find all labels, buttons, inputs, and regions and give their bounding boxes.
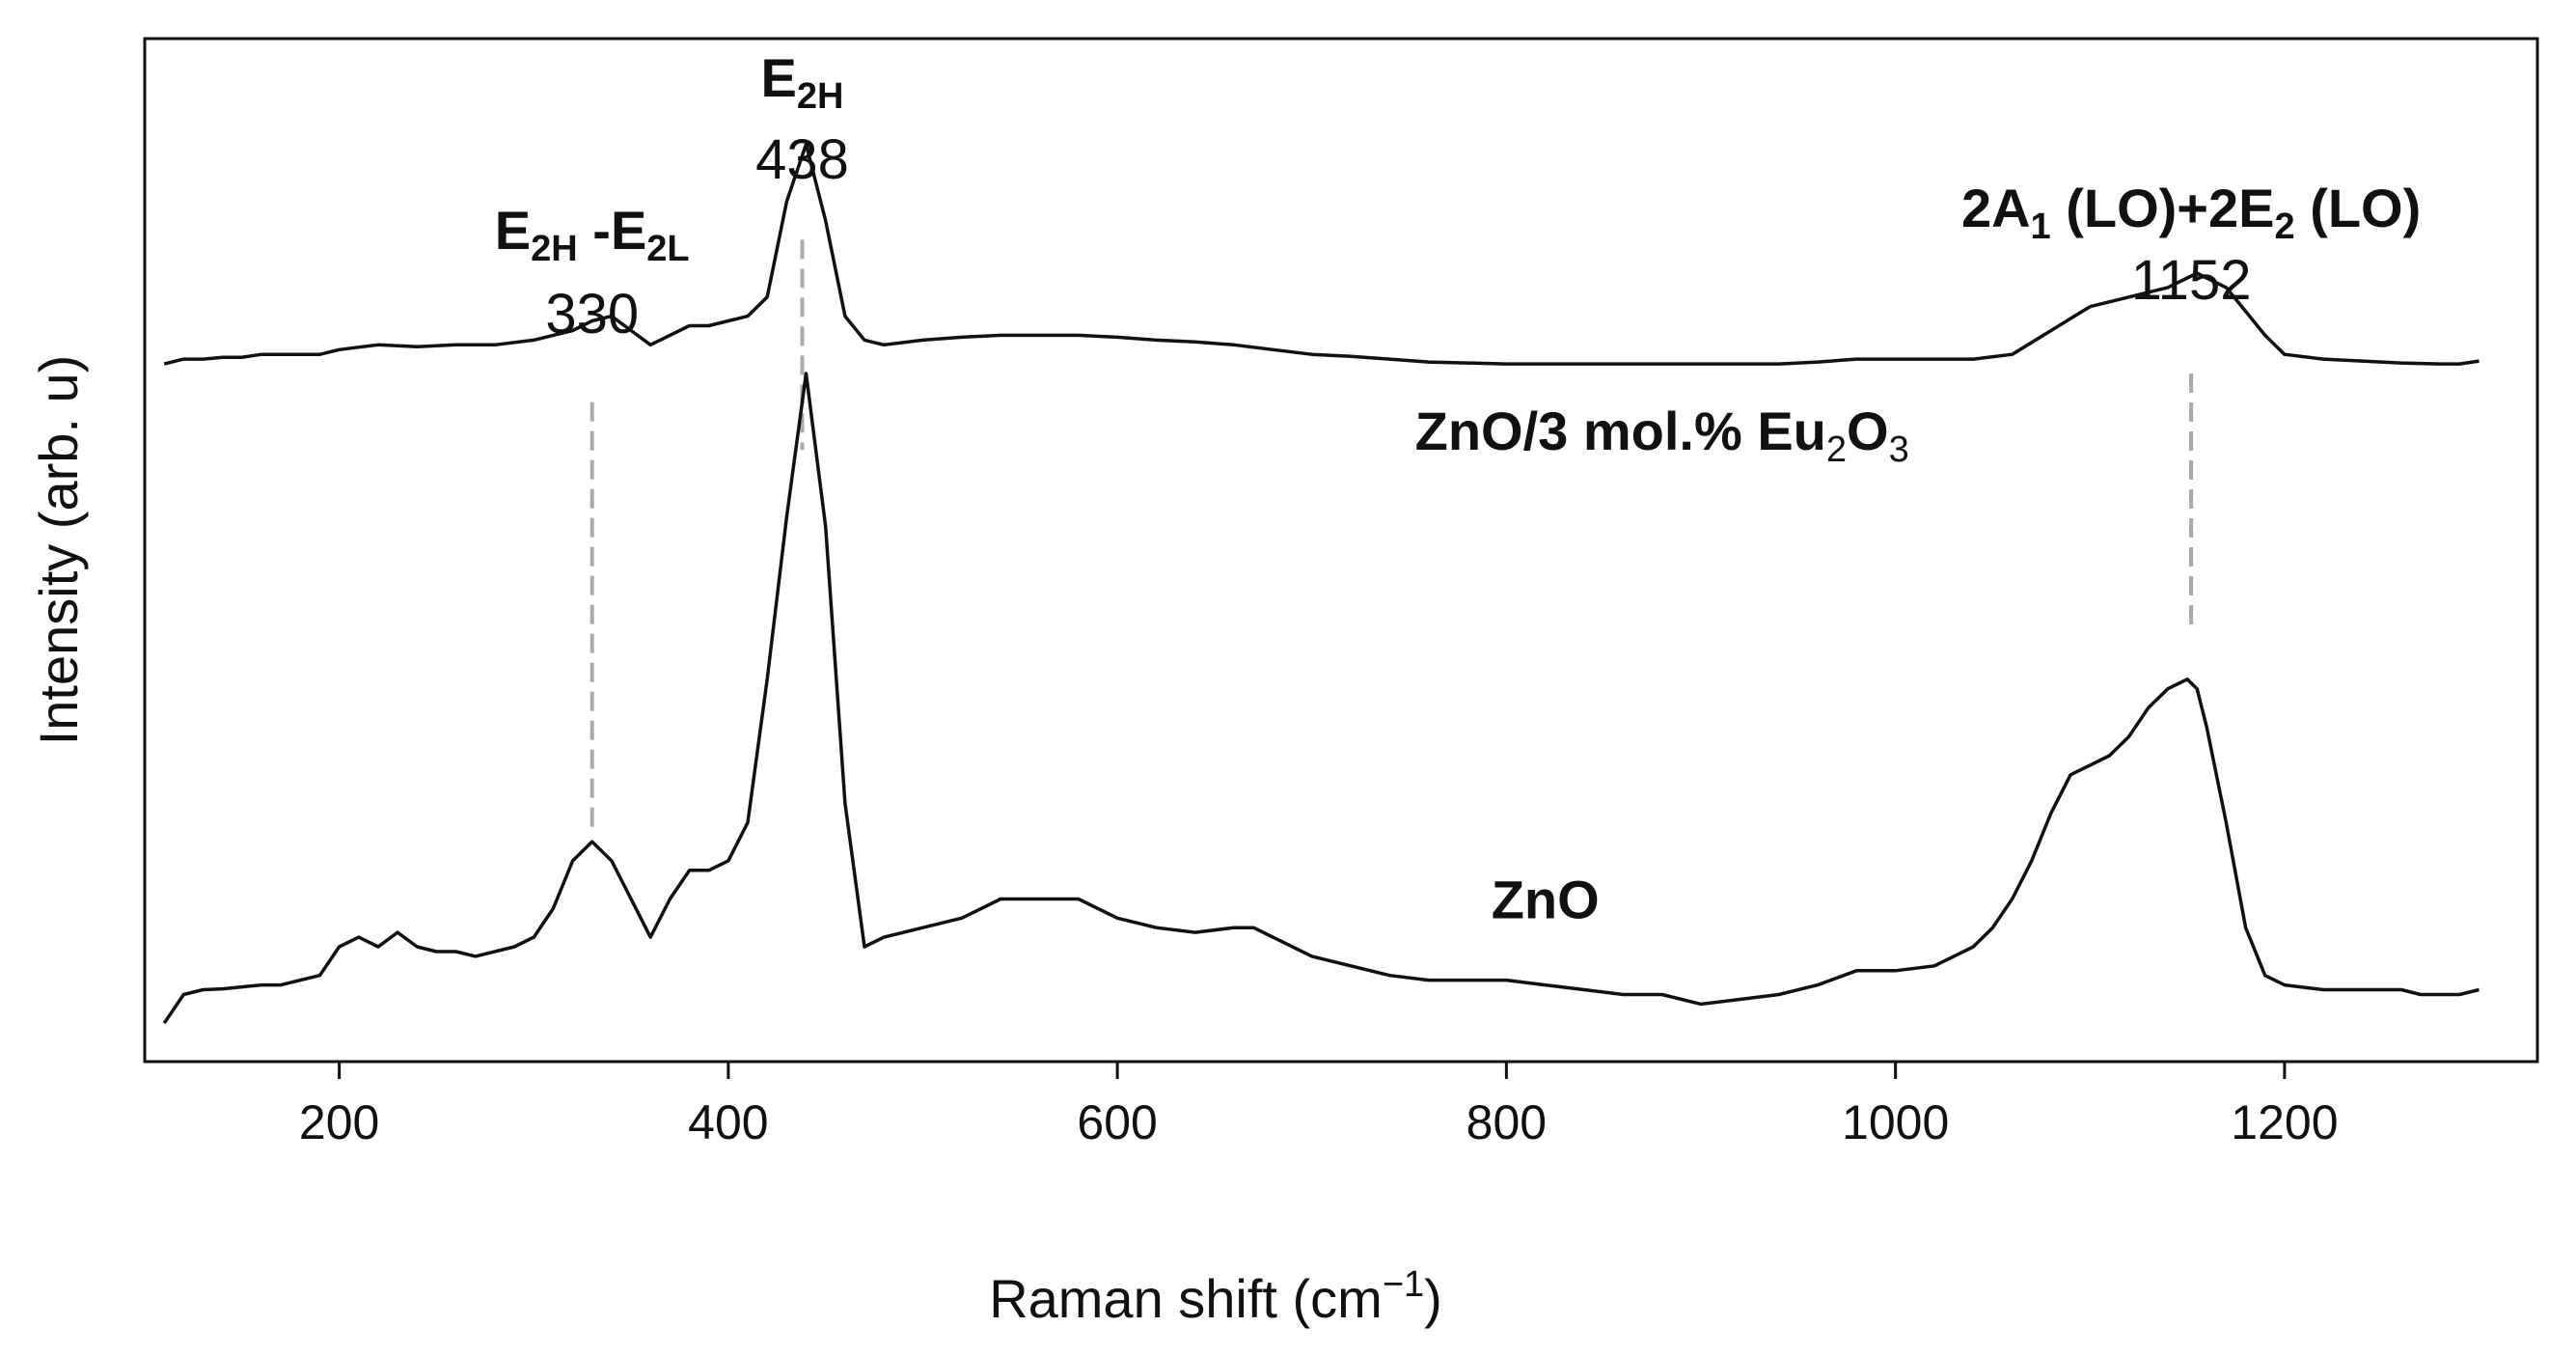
x-tick-label: 1000 <box>1842 1095 1949 1149</box>
peak-mode-label: E2H <box>761 47 844 117</box>
peak-position-label: 1152 <box>2131 249 2252 312</box>
x-tick-label: 200 <box>299 1095 379 1149</box>
peak-guide-lines <box>589 239 2194 833</box>
zno-eu2o3-series-label: ZnO/3 mol.% Eu2O3 <box>1415 401 1909 470</box>
zno-eu2o3-spectrum-line <box>163 142 2480 366</box>
x-tick-label: 800 <box>1466 1095 1547 1149</box>
spectrum-lines <box>162 142 2480 1025</box>
zno-series-label: ZnO <box>1492 869 1600 929</box>
peak-position-label: 438 <box>755 128 849 191</box>
y-axis-title: Intensity (arb. u) <box>28 355 89 746</box>
x-tick-label: 400 <box>688 1095 768 1149</box>
x-tick-label: 1200 <box>2231 1095 2338 1149</box>
peak-mode-label: E2H -E2L <box>495 200 690 269</box>
peak-annotations: E2H -E2L 330 E2H 438 2A1 (LO)+2E2 (LO)1152 <box>495 47 2421 346</box>
peak-mode-label: 2A1 (LO)+2E2 (LO) <box>1961 178 2421 247</box>
x-tick-label: 600 <box>1077 1095 1157 1149</box>
x-axis-ticks: 200 400 600 800 1000 1200 <box>299 1062 2339 1149</box>
x-axis-title: Raman shift (cm−1) <box>989 1264 1442 1329</box>
zno-spectrum-line <box>162 372 2480 1025</box>
plot-frame <box>143 37 2539 1064</box>
series-labels: ZnO ZnO/3 mol.% Eu2O3 <box>1415 401 1909 929</box>
peak-position-label: 330 <box>545 283 639 346</box>
